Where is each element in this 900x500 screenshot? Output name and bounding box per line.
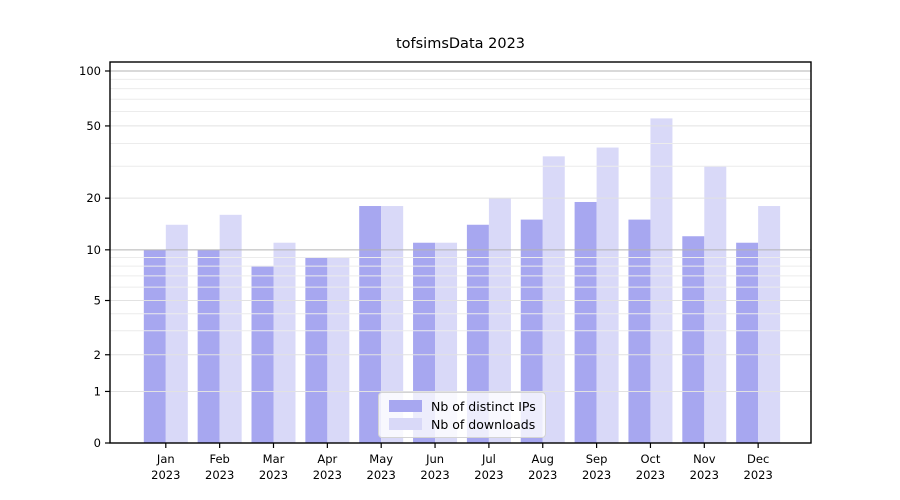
- bar-distinct-ips-feb: [197, 249, 220, 443]
- x-tick-label-month-jan: Jan: [156, 452, 175, 466]
- legend-swatch-downloads-icon: [389, 418, 422, 430]
- legend-label-distinct-ips: Nb of distinct IPs: [431, 398, 536, 414]
- x-tick-label-month-may: May: [369, 452, 393, 466]
- chart-title: tofsimsData 2023: [395, 36, 526, 52]
- x-tick-label-month-nov: Nov: [693, 452, 716, 466]
- y-tick-label-10: 10: [86, 243, 101, 257]
- bar-distinct-ips-sep: [574, 201, 597, 443]
- bar-distinct-ips-jul: [466, 224, 489, 443]
- x-tick-label-month-jul: Jul: [481, 452, 496, 466]
- x-tick-label-year-feb: 2023: [205, 468, 234, 482]
- bar-downloads-nov: [704, 166, 727, 444]
- x-tick-label-year-may: 2023: [367, 468, 396, 482]
- y-tick-label-100: 100: [79, 64, 101, 78]
- legend-entry-downloads: Nb of downloads: [389, 417, 537, 432]
- bar-downloads-apr: [327, 257, 350, 443]
- bar-downloads-jul: [488, 198, 511, 443]
- x-tick-label-year-nov: 2023: [690, 468, 719, 482]
- bar-distinct-ips-oct: [628, 219, 651, 443]
- bar-downloads-sep: [596, 147, 619, 444]
- legend-entry-distinct-ips: Nb of distinct IPs: [389, 399, 537, 414]
- x-tick-label-year-oct: 2023: [636, 468, 665, 482]
- x-tick-label-year-jan: 2023: [151, 468, 180, 482]
- bar-distinct-ips-dec: [736, 242, 759, 443]
- bar-distinct-ips-jan: [143, 249, 166, 443]
- x-tick-label-month-aug: Aug: [532, 452, 554, 466]
- y-tick-label-0: 0: [94, 436, 101, 450]
- bar-distinct-ips-may: [359, 206, 382, 443]
- legend: Nb of distinct IPs Nb of downloads: [378, 392, 546, 438]
- y-tick-label-5: 5: [94, 294, 101, 308]
- x-tick-label-year-aug: 2023: [528, 468, 557, 482]
- x-tick-label-month-feb: Feb: [209, 452, 229, 466]
- x-tick-label-month-dec: Dec: [747, 452, 769, 466]
- x-tick-label-month-apr: Apr: [317, 452, 337, 466]
- x-tick-label-month-oct: Oct: [641, 452, 661, 466]
- x-tick-label-month-mar: Mar: [263, 452, 285, 466]
- bar-distinct-ips-nov: [682, 236, 705, 443]
- bar-downloads-mar: [273, 242, 296, 443]
- x-tick-label-month-sep: Sep: [586, 452, 608, 466]
- y-tick-label-50: 50: [86, 119, 101, 133]
- bar-downloads-jan: [165, 224, 188, 443]
- x-tick-label-year-sep: 2023: [582, 468, 611, 482]
- bar-downloads-oct: [650, 118, 673, 444]
- y-tick-label-2: 2: [94, 348, 101, 362]
- x-tick-label-year-mar: 2023: [259, 468, 288, 482]
- bar-distinct-ips-apr: [305, 257, 328, 443]
- y-tick-label-20: 20: [86, 191, 101, 205]
- bar-downloads-may: [381, 206, 404, 443]
- x-tick-label-year-apr: 2023: [313, 468, 342, 482]
- x-tick-label-year-dec: 2023: [744, 468, 773, 482]
- bar-downloads-aug: [542, 156, 565, 443]
- plot-border: [109, 61, 812, 444]
- x-tick-label-month-jun: Jun: [425, 452, 444, 466]
- x-tick-label-year-jul: 2023: [474, 468, 503, 482]
- x-tick-label-year-jun: 2023: [420, 468, 449, 482]
- bar-downloads-dec: [758, 206, 781, 443]
- bar-downloads-feb: [219, 214, 242, 443]
- y-tick-label-1: 1: [94, 384, 101, 398]
- legend-swatch-distinct-ips-icon: [389, 400, 422, 412]
- legend-label-downloads: Nb of downloads: [431, 416, 536, 432]
